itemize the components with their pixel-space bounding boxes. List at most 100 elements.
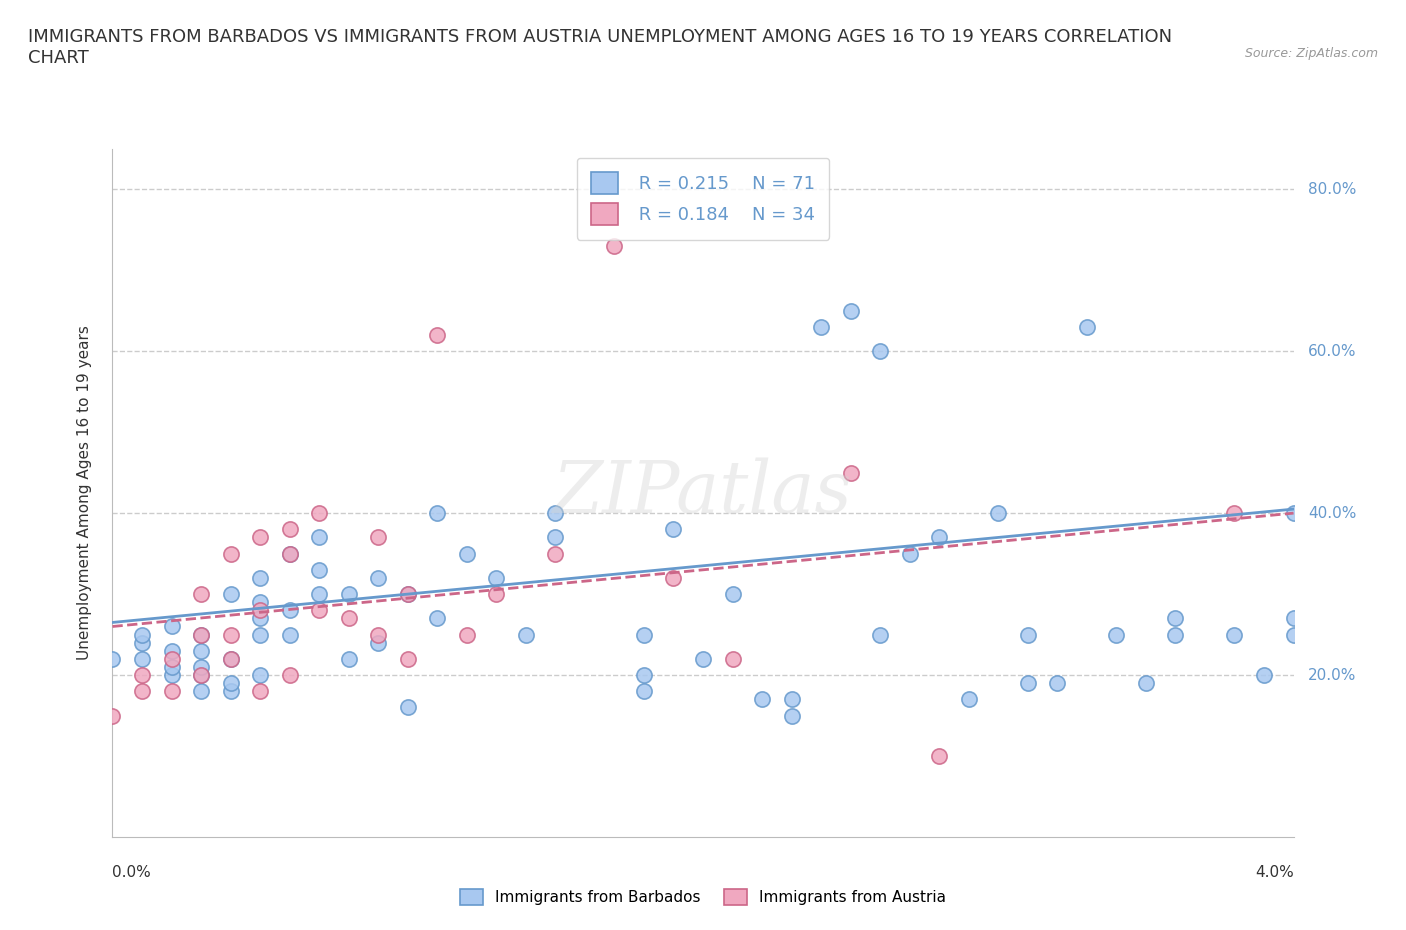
Point — [603, 238, 626, 253]
Point — [1017, 627, 1039, 642]
Point — [367, 570, 389, 585]
Point — [544, 506, 567, 521]
Point — [101, 651, 124, 666]
Point — [278, 546, 301, 561]
Point — [367, 530, 389, 545]
Point — [190, 659, 212, 674]
Point — [219, 546, 242, 561]
Point — [160, 668, 183, 683]
Point — [278, 546, 301, 561]
Point — [456, 627, 478, 642]
Point — [751, 692, 773, 707]
Point — [219, 676, 242, 691]
Point — [101, 708, 124, 723]
Point — [839, 465, 862, 480]
Point — [1017, 676, 1039, 691]
Point — [633, 627, 655, 642]
Point — [190, 644, 212, 658]
Point — [308, 587, 330, 602]
Point — [1164, 627, 1187, 642]
Legend:  R = 0.215    N = 71,  R = 0.184    N = 34: R = 0.215 N = 71, R = 0.184 N = 34 — [576, 158, 830, 240]
Point — [544, 546, 567, 561]
Point — [426, 327, 449, 342]
Point — [278, 603, 301, 618]
Point — [396, 587, 419, 602]
Point — [337, 587, 360, 602]
Point — [249, 603, 271, 618]
Point — [190, 627, 212, 642]
Legend: Immigrants from Barbados, Immigrants from Austria: Immigrants from Barbados, Immigrants fro… — [453, 882, 953, 913]
Text: 4.0%: 4.0% — [1254, 865, 1294, 881]
Point — [1282, 611, 1305, 626]
Point — [1105, 627, 1128, 642]
Point — [1282, 627, 1305, 642]
Point — [278, 668, 301, 683]
Point — [160, 651, 183, 666]
Point — [131, 627, 153, 642]
Point — [839, 303, 862, 318]
Point — [190, 668, 212, 683]
Point — [1223, 627, 1246, 642]
Point — [515, 627, 537, 642]
Point — [396, 700, 419, 715]
Point — [928, 530, 950, 545]
Point — [219, 587, 242, 602]
Point — [396, 587, 419, 602]
Point — [485, 570, 508, 585]
Point — [249, 627, 271, 642]
Point — [337, 651, 360, 666]
Point — [928, 749, 950, 764]
Point — [869, 344, 891, 359]
Point — [780, 708, 803, 723]
Text: 80.0%: 80.0% — [1309, 181, 1357, 197]
Point — [308, 506, 330, 521]
Point — [131, 668, 153, 683]
Point — [131, 684, 153, 698]
Point — [898, 546, 921, 561]
Point — [249, 611, 271, 626]
Point — [278, 627, 301, 642]
Point — [160, 684, 183, 698]
Point — [337, 611, 360, 626]
Point — [160, 619, 183, 634]
Point — [367, 627, 389, 642]
Point — [426, 611, 449, 626]
Point — [1164, 611, 1187, 626]
Point — [308, 603, 330, 618]
Point — [810, 320, 832, 335]
Text: 0.0%: 0.0% — [112, 865, 152, 881]
Y-axis label: Unemployment Among Ages 16 to 19 years: Unemployment Among Ages 16 to 19 years — [77, 326, 91, 660]
Point — [160, 659, 183, 674]
Point — [131, 651, 153, 666]
Point — [1282, 506, 1305, 521]
Point — [780, 692, 803, 707]
Point — [219, 651, 242, 666]
Point — [219, 627, 242, 642]
Point — [869, 627, 891, 642]
Point — [633, 668, 655, 683]
Text: IMMIGRANTS FROM BARBADOS VS IMMIGRANTS FROM AUSTRIA UNEMPLOYMENT AMONG AGES 16 T: IMMIGRANTS FROM BARBADOS VS IMMIGRANTS F… — [28, 28, 1173, 67]
Point — [1046, 676, 1069, 691]
Text: 60.0%: 60.0% — [1309, 344, 1357, 359]
Point — [219, 684, 242, 698]
Point — [721, 651, 744, 666]
Point — [485, 587, 508, 602]
Point — [544, 530, 567, 545]
Point — [633, 684, 655, 698]
Point — [987, 506, 1010, 521]
Point — [662, 570, 685, 585]
Point — [308, 563, 330, 578]
Point — [278, 522, 301, 537]
Point — [160, 644, 183, 658]
Point — [249, 570, 271, 585]
Point — [426, 506, 449, 521]
Point — [249, 668, 271, 683]
Point — [957, 692, 980, 707]
Point — [249, 684, 271, 698]
Point — [308, 530, 330, 545]
Text: 40.0%: 40.0% — [1309, 506, 1357, 521]
Point — [249, 530, 271, 545]
Point — [190, 668, 212, 683]
Point — [1223, 506, 1246, 521]
Text: ZIPatlas: ZIPatlas — [553, 458, 853, 528]
